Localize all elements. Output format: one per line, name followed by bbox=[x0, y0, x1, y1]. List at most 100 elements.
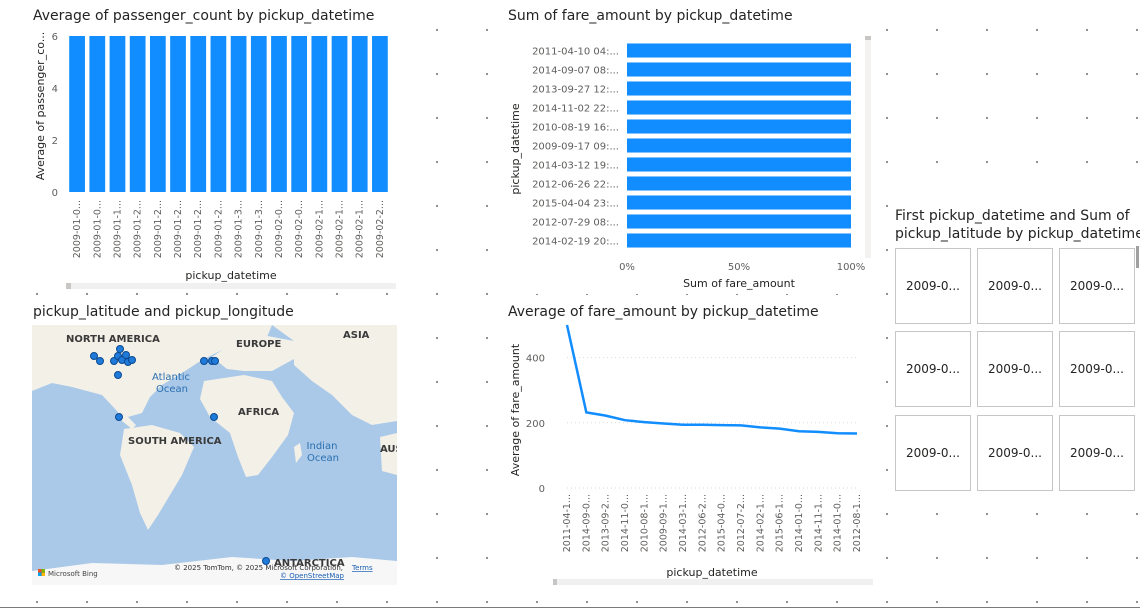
y-tick-label: 2014-11-02 22:... bbox=[532, 104, 619, 115]
x-tick-label: 2014-09-0... bbox=[581, 494, 592, 552]
y-scrollbar bbox=[865, 36, 871, 258]
africa-land bbox=[200, 375, 294, 477]
bar bbox=[351, 36, 368, 192]
x-tick-label: 2015-06-1... bbox=[775, 494, 786, 552]
map-point bbox=[116, 345, 124, 353]
x-tick-label: 2009-01-2... bbox=[173, 200, 184, 258]
chart-title: Average of fare_amount by pickup_datetim… bbox=[508, 304, 819, 320]
x-scrollbar bbox=[553, 579, 873, 585]
card-tile[interactable]: 2009-0... bbox=[895, 415, 971, 491]
map-point bbox=[211, 357, 219, 365]
map-title: pickup_latitude and pickup_longitude bbox=[33, 304, 294, 320]
x-scrollbar bbox=[66, 283, 396, 289]
x-tick-label: 2009-01-0... bbox=[72, 200, 83, 258]
x-tick-label: 2009-02-1... bbox=[314, 200, 325, 258]
card-tile[interactable]: 2009-0... bbox=[977, 248, 1053, 324]
map-point bbox=[114, 371, 122, 379]
x-tick-label: 100% bbox=[837, 262, 866, 273]
fare-avg-chart: 0 200 400 2011-04-1... 2014-09-0... 2013-09-2… bbox=[509, 324, 873, 585]
x-tick-label: 2009-01-2... bbox=[213, 200, 224, 258]
australia-land bbox=[380, 433, 397, 475]
y-tick-label: 2014-02-19 20:... bbox=[532, 237, 619, 248]
bar bbox=[627, 176, 851, 191]
madagascar-land bbox=[294, 443, 302, 463]
bar bbox=[372, 36, 388, 192]
europe-land bbox=[212, 335, 294, 371]
bar bbox=[311, 36, 328, 192]
y-axis-title: pickup_datetime bbox=[509, 103, 522, 194]
bar bbox=[250, 36, 267, 192]
bar bbox=[627, 195, 851, 210]
passenger-count-chart: 0 2 4 6 2009-01-0... 2009-01-0... 2009-01-1...… bbox=[34, 32, 396, 289]
x-tick-label: 2012-07-2... bbox=[736, 494, 747, 552]
card-tile[interactable]: 2009-0... bbox=[1059, 248, 1135, 324]
x-tick-label: 2009-02-0... bbox=[274, 200, 285, 258]
label-asia: ASIA bbox=[343, 330, 370, 341]
y-tick-label: 4 bbox=[52, 84, 58, 95]
label-indian-1: Indian bbox=[307, 441, 338, 452]
card-tile[interactable]: 2009-0... bbox=[895, 331, 971, 407]
card-tile[interactable]: 2009-0... bbox=[1059, 331, 1135, 407]
map-point bbox=[210, 413, 218, 421]
y-scrollbar-thumb bbox=[865, 36, 871, 40]
x-tick-label: 2009-02-1... bbox=[355, 200, 366, 258]
bar bbox=[627, 138, 851, 153]
bing-logo: Microsoft Bing bbox=[38, 569, 98, 578]
label-africa: AFRICA bbox=[238, 407, 279, 418]
map-visual[interactable]: pickup_latitude and pickup_longitude bbox=[28, 300, 400, 590]
cards-title-line1: First pickup_datetime and Sum of bbox=[895, 208, 1130, 224]
antarctica-land bbox=[32, 557, 397, 585]
bar bbox=[627, 81, 851, 96]
x-tick-label: 2009-01-3... bbox=[254, 200, 265, 258]
x-tick-label: 2009-01-2... bbox=[153, 200, 164, 258]
bar bbox=[331, 36, 348, 192]
x-tick-label: 2009-09-1... bbox=[659, 494, 670, 552]
x-tick-label: 2011-04-1... bbox=[562, 494, 573, 552]
x-tick-label: 2009-02-1... bbox=[335, 200, 346, 258]
label-australia: AUS bbox=[380, 444, 397, 455]
bar bbox=[627, 233, 851, 248]
bar bbox=[627, 157, 851, 172]
x-tick-label: 2014-01-0... bbox=[833, 494, 844, 552]
x-tick-label: 2010-08-1... bbox=[639, 494, 650, 552]
card-tile[interactable]: 2009-0... bbox=[1059, 415, 1135, 491]
bar bbox=[627, 43, 851, 58]
passenger-count-visual[interactable]: Average of passenger_count by pickup_dat… bbox=[28, 4, 400, 290]
y-tick-label: 0 bbox=[539, 484, 545, 495]
cards-scrollbar[interactable] bbox=[1136, 246, 1139, 268]
map-point bbox=[115, 413, 123, 421]
bar bbox=[210, 36, 227, 192]
bar bbox=[627, 62, 851, 77]
x-axis-title: Sum of fare_amount bbox=[683, 277, 796, 290]
y-tick-label: 0 bbox=[52, 188, 58, 199]
x-tick-label: 2012-08-1... bbox=[852, 494, 863, 552]
label-antarctica: ANTARCTICA bbox=[274, 558, 345, 569]
y-tick-label: 2012-06-26 22:... bbox=[532, 180, 619, 191]
y-axis-title: Average of passenger_co... bbox=[34, 32, 47, 181]
x-tick-label: 2014-03-1... bbox=[678, 494, 689, 552]
x-scrollbar-thumb bbox=[66, 283, 71, 289]
map-point bbox=[200, 357, 208, 365]
x-axis-title: pickup_datetime bbox=[666, 566, 757, 579]
card-tile[interactable]: 2009-0... bbox=[977, 331, 1053, 407]
x-tick-label: 2014-11-1... bbox=[813, 494, 824, 552]
y-tick-label: 2010-08-19 16:... bbox=[532, 123, 619, 134]
map-point bbox=[128, 356, 136, 364]
bar bbox=[89, 36, 106, 192]
x-tick-label: 2009-01-2... bbox=[193, 200, 204, 258]
card-tile[interactable]: 2009-0... bbox=[977, 415, 1053, 491]
asia-land bbox=[272, 325, 397, 425]
label-indian-2: Ocean bbox=[307, 453, 339, 464]
card-tile[interactable]: 2009-0... bbox=[895, 248, 971, 324]
fare-sum-visual[interactable]: Sum of fare_amount by pickup_datetime 20… bbox=[503, 4, 878, 294]
fare-avg-visual[interactable]: Average of fare_amount by pickup_datetim… bbox=[503, 300, 878, 590]
x-tick-label: 2009-01-1... bbox=[112, 200, 123, 258]
y-tick-label: 2015-04-04 23:... bbox=[532, 199, 619, 210]
y-tick-label: 6 bbox=[52, 32, 58, 43]
x-scrollbar-thumb bbox=[553, 579, 557, 585]
south-america-land bbox=[120, 425, 194, 530]
chart-title: Sum of fare_amount by pickup_datetime bbox=[508, 8, 793, 24]
x-tick-label: 2014-01-0... bbox=[794, 494, 805, 552]
world-map[interactable]: NORTH AMERICA EUROPE ASIA AFRICA SOUTH A… bbox=[32, 325, 397, 585]
y-tick-label: 2014-09-07 08:... bbox=[532, 66, 619, 77]
